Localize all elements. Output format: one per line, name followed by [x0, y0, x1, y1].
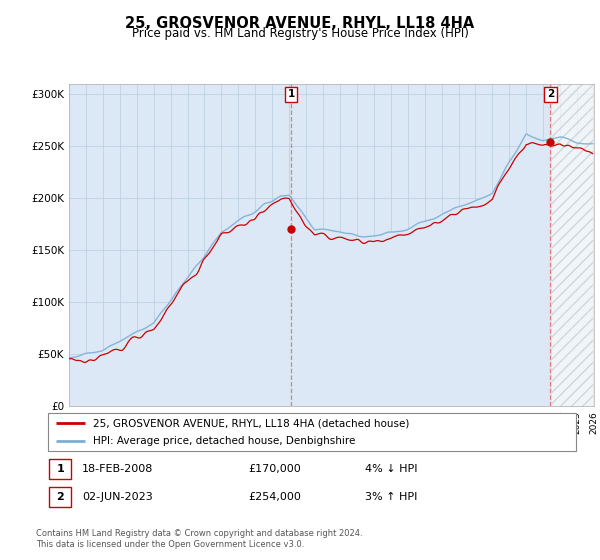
Text: 4% ↓ HPI: 4% ↓ HPI — [365, 464, 418, 474]
Text: HPI: Average price, detached house, Denbighshire: HPI: Average price, detached house, Denb… — [93, 436, 355, 446]
Text: Price paid vs. HM Land Registry's House Price Index (HPI): Price paid vs. HM Land Registry's House … — [131, 27, 469, 40]
Text: 25, GROSVENOR AVENUE, RHYL, LL18 4HA: 25, GROSVENOR AVENUE, RHYL, LL18 4HA — [125, 16, 475, 31]
Text: 1: 1 — [56, 464, 64, 474]
Text: 25, GROSVENOR AVENUE, RHYL, LL18 4HA (detached house): 25, GROSVENOR AVENUE, RHYL, LL18 4HA (de… — [93, 418, 409, 428]
Text: 3% ↑ HPI: 3% ↑ HPI — [365, 492, 417, 502]
Text: 02-JUN-2023: 02-JUN-2023 — [82, 492, 153, 502]
Text: 2: 2 — [547, 90, 554, 99]
Text: £170,000: £170,000 — [248, 464, 301, 474]
Text: £254,000: £254,000 — [248, 492, 302, 502]
Text: 18-FEB-2008: 18-FEB-2008 — [82, 464, 154, 474]
Text: 2: 2 — [56, 492, 64, 502]
Text: 1: 1 — [287, 90, 295, 99]
Text: Contains HM Land Registry data © Crown copyright and database right 2024.
This d: Contains HM Land Registry data © Crown c… — [36, 529, 362, 549]
FancyBboxPatch shape — [49, 459, 71, 479]
FancyBboxPatch shape — [49, 487, 71, 507]
FancyBboxPatch shape — [48, 413, 576, 451]
